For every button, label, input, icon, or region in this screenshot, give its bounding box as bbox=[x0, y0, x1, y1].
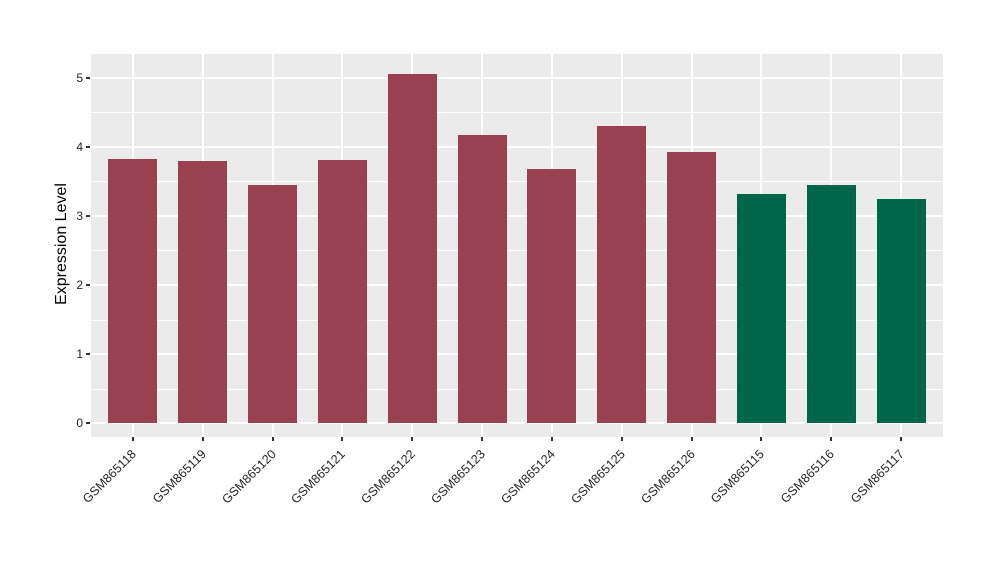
bar-GSM865125 bbox=[597, 125, 647, 424]
x-tick-label: GSM865123 bbox=[428, 447, 488, 507]
x-tick-label: GSM865118 bbox=[79, 447, 139, 506]
x-tick-mark bbox=[411, 437, 414, 441]
y-tick-mark bbox=[86, 76, 90, 79]
bar-GSM865115 bbox=[736, 194, 786, 424]
x-tick-label: GSM865115 bbox=[708, 447, 768, 506]
x-tick-label: GSM865119 bbox=[149, 447, 209, 506]
bar-GSM865118 bbox=[108, 159, 158, 424]
y-tick-mark bbox=[86, 214, 90, 217]
major-gridline bbox=[91, 353, 943, 356]
x-tick-label: GSM865122 bbox=[358, 447, 419, 507]
x-tick-label: GSM865120 bbox=[218, 447, 279, 507]
minor-gridline bbox=[91, 388, 943, 390]
y-tick-label: 0 bbox=[76, 416, 83, 431]
y-axis-title: Expression Level bbox=[53, 183, 70, 305]
x-tick-label: GSM865117 bbox=[848, 447, 907, 506]
y-tick-mark bbox=[86, 422, 90, 425]
bar-GSM865120 bbox=[248, 185, 297, 424]
x-tick-mark bbox=[690, 437, 693, 441]
bar-GSM865117 bbox=[876, 199, 926, 424]
major-gridline bbox=[91, 76, 943, 79]
x-tick-label: GSM865124 bbox=[498, 447, 558, 507]
x-tick-label: GSM865126 bbox=[637, 447, 698, 507]
bar-GSM865116 bbox=[806, 184, 856, 424]
minor-gridline bbox=[91, 319, 943, 321]
x-tick-mark bbox=[620, 437, 623, 441]
bar-GSM865126 bbox=[667, 152, 717, 424]
major-gridline bbox=[91, 145, 943, 148]
minor-gridline bbox=[91, 250, 943, 252]
bar-GSM865124 bbox=[527, 168, 577, 424]
x-tick-mark bbox=[830, 437, 833, 441]
major-gridline bbox=[91, 284, 943, 287]
plot-panel bbox=[91, 54, 943, 437]
y-tick-label: 1 bbox=[76, 347, 83, 362]
major-gridline bbox=[91, 214, 943, 217]
x-tick-mark bbox=[131, 437, 134, 441]
bar-GSM865123 bbox=[457, 134, 507, 424]
x-tick-mark bbox=[341, 437, 344, 441]
x-tick-mark bbox=[271, 437, 274, 441]
x-tick-label: GSM865125 bbox=[568, 447, 628, 507]
major-gridline bbox=[91, 422, 943, 425]
minor-gridline bbox=[91, 181, 943, 183]
x-tick-mark bbox=[201, 437, 204, 441]
bar-GSM865122 bbox=[387, 74, 437, 424]
x-tick-mark bbox=[900, 437, 903, 441]
minor-gridline bbox=[91, 112, 943, 114]
y-tick-mark bbox=[86, 353, 90, 356]
x-tick-mark bbox=[760, 437, 763, 441]
y-tick-mark bbox=[86, 284, 90, 287]
x-tick-label: GSM865116 bbox=[778, 447, 838, 506]
bar-GSM865121 bbox=[317, 159, 367, 424]
x-tick-label: GSM865121 bbox=[288, 447, 349, 507]
bar-GSM865119 bbox=[178, 161, 228, 424]
x-tick-mark bbox=[550, 437, 553, 441]
y-tick-mark bbox=[86, 145, 90, 148]
x-tick-mark bbox=[481, 437, 484, 441]
y-tick-label: 5 bbox=[76, 70, 83, 85]
